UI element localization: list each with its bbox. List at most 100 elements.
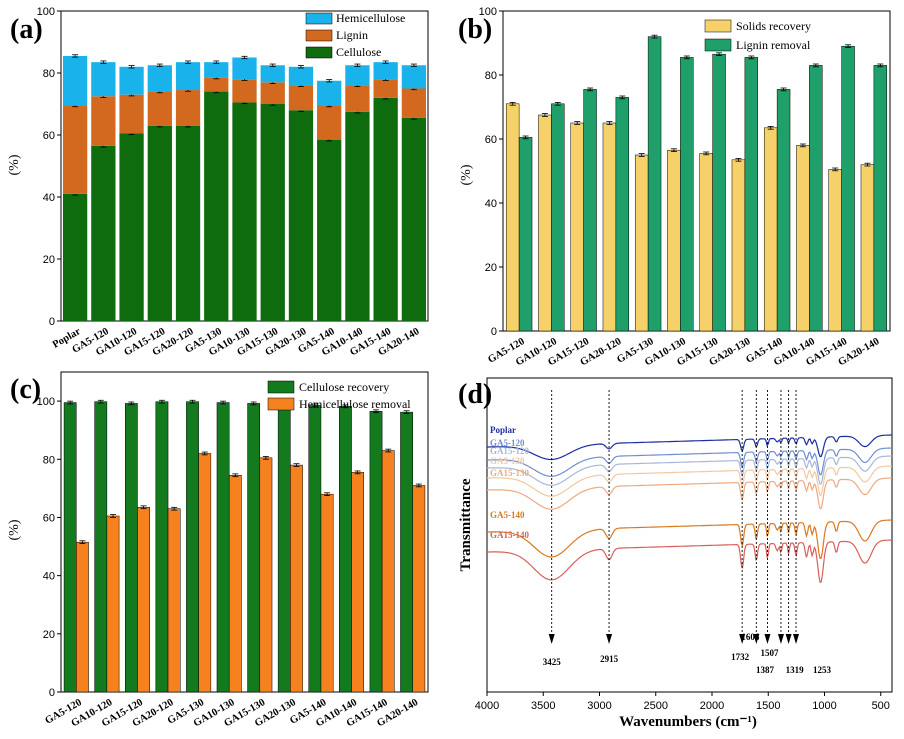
panel-b-ytick-label: 80 [485, 70, 497, 82]
panel-a-label: (a) [10, 14, 43, 45]
bar-cellulose-recovery-ga5-140 [308, 405, 322, 693]
bar-lignin-removal-ga20-130 [744, 57, 759, 332]
bar-lignin-ga5-140 [317, 105, 342, 140]
bar-lignin-ga15-120 [147, 91, 172, 126]
panel-d: (d) Transmittance Wavenumbers (cm⁻¹) 400… [458, 377, 893, 730]
panel-a-ytick-label: 80 [43, 68, 55, 80]
bar-hemicellulose-removal-ga5-130 [198, 453, 212, 693]
panel-d-xtick-label: 2500 [644, 700, 668, 712]
bar-solids-recovery-ga20-140 [860, 164, 875, 332]
bar-cellulose-ga20-130 [288, 110, 314, 321]
panel-c-ytick-label: 0 [49, 687, 55, 699]
panel-d-xtick-label: 4000 [475, 700, 499, 712]
bar-lignin-removal-ga5-130 [647, 36, 662, 332]
panel-a-ytick-label: 60 [43, 130, 55, 142]
bar-lignin-ga10-120 [119, 94, 144, 134]
peak-label-1319: 1319 [786, 665, 805, 675]
panel-d-xtick-label: 3500 [531, 700, 555, 712]
bar-lignin-removal-ga5-120 [518, 137, 533, 332]
panel-b-ylabel: (%) [459, 164, 474, 185]
panel-d-xtick-label: 500 [872, 700, 890, 712]
bar-solids-recovery-ga10-140 [796, 145, 810, 332]
bar-solids-recovery-ga20-120 [602, 122, 617, 332]
bar-cellulose-recovery-ga5-130 [186, 401, 199, 693]
legend-label-lignin-removal: Lignin removal [736, 38, 811, 52]
spectrum-label-ga15-130: GA15-130 [490, 468, 529, 478]
bar-solids-recovery-ga5-120 [505, 103, 520, 332]
bar-lignin-removal-ga10-130 [680, 57, 694, 332]
bar-hemicellulose-ga10-130 [232, 57, 257, 80]
bar-hemicellulose-removal-ga10-130 [228, 475, 242, 693]
bar-solids-recovery-ga5-140 [763, 127, 778, 332]
bar-cellulose-ga5-140 [317, 139, 342, 321]
bar-hemicellulose-removal-ga15-140 [381, 450, 395, 693]
panel-d-xtick-label: 1500 [756, 700, 780, 712]
bar-hemicellulose-removal-ga10-120 [106, 515, 120, 693]
bar-cellulose-ga20-120 [175, 125, 201, 321]
bar-cellulose-ga10-120 [119, 133, 144, 321]
peak-label-1732: 1732 [731, 652, 750, 662]
bar-lignin-ga15-130 [260, 82, 285, 104]
peak-arrow-1732 [739, 634, 746, 644]
bar-cellulose-recovery-ga20-140 [400, 411, 413, 693]
panel-c-plot: 020406080100GA5-120GA10-120GA15-120GA20-… [37, 371, 429, 729]
panel-b-ytick-label: 20 [485, 262, 497, 274]
legend-swatch-cellulose [305, 46, 333, 59]
bar-hemicellulose-ga15-120 [147, 65, 172, 92]
bar-hemicellulose-ga5-120 [91, 62, 116, 97]
bar-lignin-ga5-120 [91, 96, 116, 146]
bar-hemicellulose-poplar [62, 55, 88, 106]
peak-arrow-1319 [785, 634, 792, 644]
bar-hemicellulose-ga15-130 [260, 65, 285, 83]
panel-b-ytick-label: 0 [491, 326, 497, 338]
spectrum-label-ga15-120: GA15-120 [490, 446, 529, 456]
bar-hemicellulose-removal-ga15-130 [259, 457, 273, 693]
panel-a-ytick-label: 20 [43, 254, 55, 266]
panel-a-legend: Hemicellulose Lignin Cellulose [305, 11, 405, 59]
bar-lignin-ga15-140 [373, 79, 398, 98]
bar-hemicellulose-removal-ga5-120 [76, 541, 89, 693]
peak-arrow-1253 [793, 634, 800, 644]
spectrum-label-ga15-140: GA15-140 [490, 530, 529, 540]
bar-hemicellulose-removal-ga10-140 [351, 472, 365, 693]
bar-hemicellulose-removal-ga5-140 [320, 493, 334, 693]
bar-cellulose-ga10-140 [345, 111, 370, 321]
bar-solids-recovery-ga10-130 [667, 149, 681, 332]
peak-arrow-2915 [606, 634, 613, 644]
panel-a: (a) (%) 020406080100PoplarGA5-120GA10-12… [7, 6, 429, 358]
legend-swatch-solids-recovery [704, 19, 732, 33]
peak-arrow-1507 [764, 634, 771, 644]
bar-cellulose-recovery-ga20-130 [277, 406, 291, 693]
panel-a-ytick-label: 40 [43, 192, 55, 204]
bar-lignin-ga5-130 [204, 77, 229, 92]
bar-cellulose-recovery-ga5-120 [63, 402, 77, 693]
bar-solids-recovery-ga15-130 [699, 153, 713, 332]
bar-cellulose-recovery-ga20-120 [155, 401, 169, 693]
legend-swatch-lignin-removal [704, 38, 732, 52]
spectrum-ga5-140 [487, 519, 892, 559]
panel-b-label: (b) [458, 14, 492, 45]
bar-hemicellulose-removal-ga20-130 [290, 464, 303, 693]
bar-solids-recovery-ga5-130 [634, 154, 649, 332]
bar-lignin-ga20-140 [401, 88, 427, 118]
panel-b-ytick-label: 40 [485, 198, 497, 210]
bar-lignin-ga10-130 [232, 79, 257, 103]
bar-cellulose-ga15-130 [260, 104, 285, 321]
bar-lignin-removal-ga10-120 [551, 103, 565, 332]
bar-cellulose-ga15-120 [147, 125, 172, 321]
panel-b: (b) (%) 020406080100GA5-120GA10-120GA15-… [458, 6, 891, 368]
panel-c: (c) (%) 020406080100GA5-120GA10-120GA15-… [7, 371, 429, 729]
bar-lignin-poplar [62, 105, 88, 194]
panel-c-ytick-label: 100 [37, 396, 55, 408]
bar-hemicellulose-removal-ga20-120 [167, 508, 181, 693]
bar-cellulose-recovery-ga10-120 [94, 401, 108, 693]
bar-solids-recovery-ga20-130 [731, 159, 746, 332]
panel-b-ytick-label: 60 [485, 134, 497, 146]
panel-d-xlabel: Wavenumbers (cm⁻¹) [619, 714, 757, 730]
panel-a-ylabel: (%) [7, 154, 22, 175]
panel-c-label: (c) [10, 374, 41, 405]
legend-label-lignin: Lignin [336, 28, 368, 42]
bar-hemicellulose-ga15-140 [373, 62, 398, 80]
bar-cellulose-recovery-ga15-130 [247, 403, 261, 693]
